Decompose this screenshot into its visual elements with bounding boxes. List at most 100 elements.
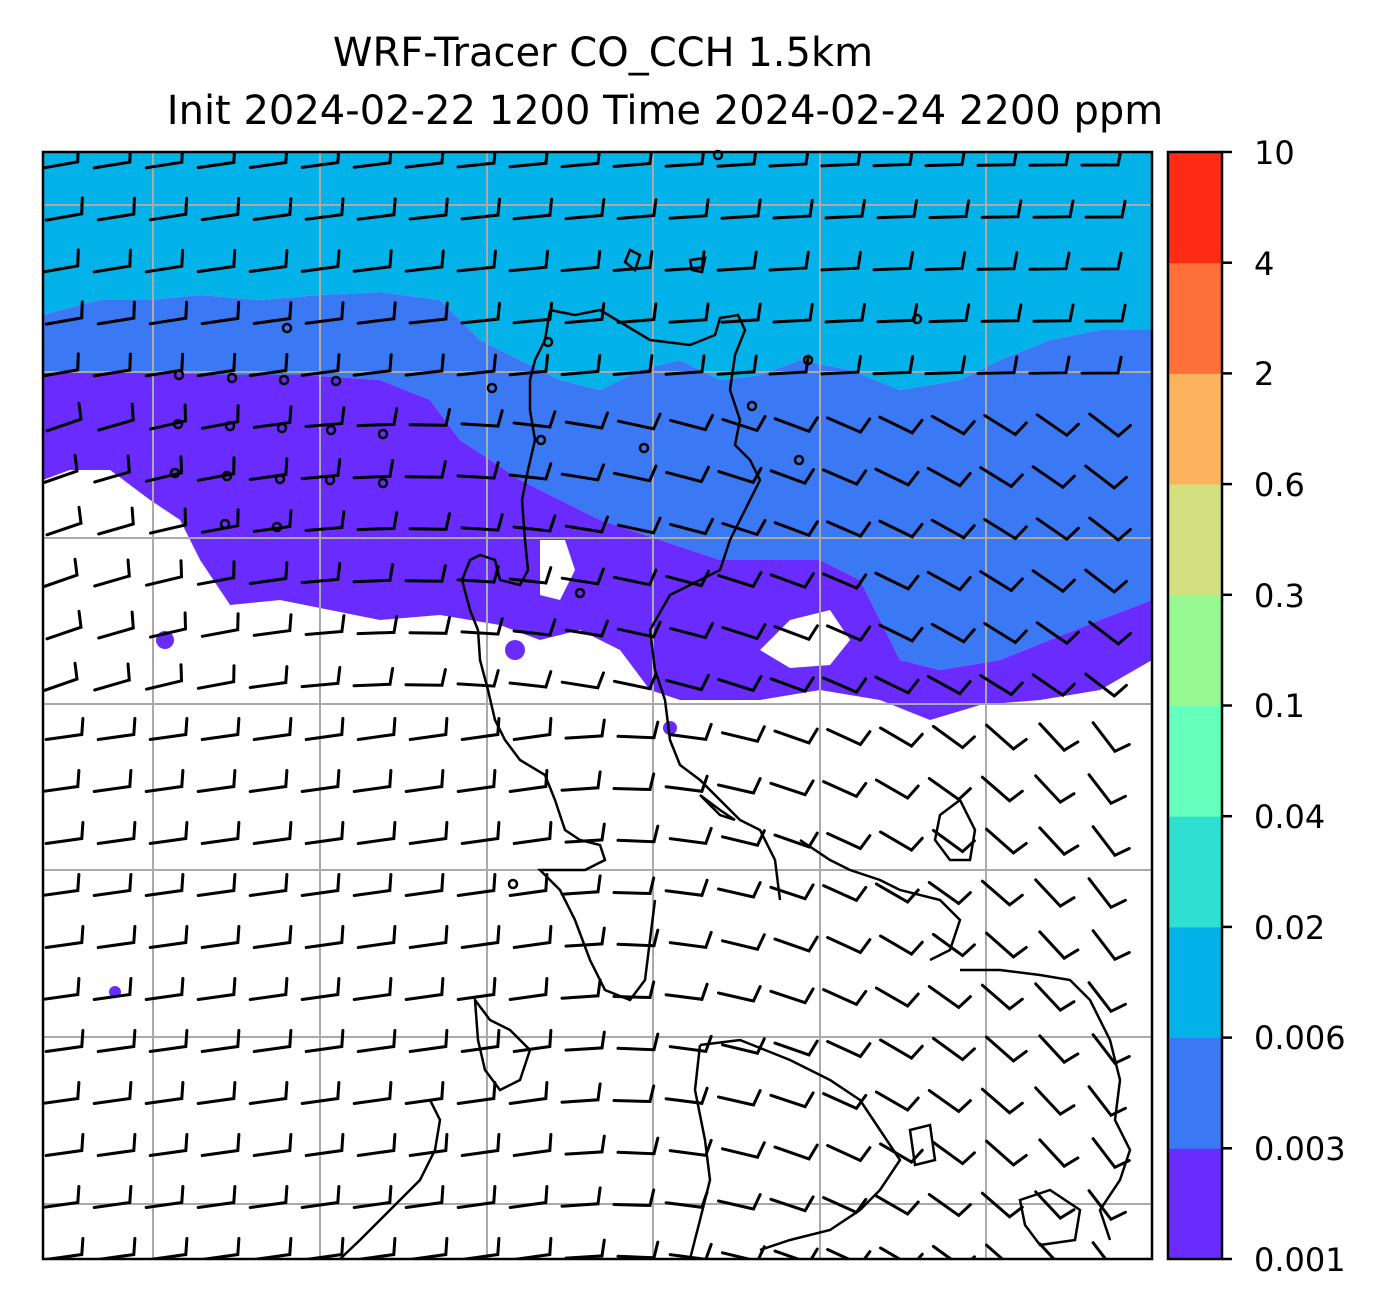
wind-barb (773, 416, 819, 434)
wind-barb (979, 466, 1024, 489)
wind-barb (669, 517, 715, 536)
wind-barb (144, 248, 185, 274)
wind-barb (44, 925, 85, 949)
wind-barb (976, 355, 1019, 375)
wind-barb (1031, 569, 1076, 594)
wind-barb (196, 769, 237, 793)
wind-barb (564, 1238, 606, 1259)
wind-barb (879, 1142, 924, 1165)
wind-barb (612, 1188, 656, 1208)
wind-barb (979, 570, 1024, 593)
wind-barb (1091, 1137, 1131, 1170)
wind-barb (304, 717, 345, 741)
wind-barb (930, 414, 976, 436)
wind-barb (408, 301, 449, 325)
wind-barb (717, 1089, 762, 1107)
wind-barb (560, 978, 602, 1000)
wind-barb (196, 664, 236, 690)
wind-barb (1038, 722, 1080, 753)
wind-barb (200, 300, 241, 326)
wind-barb (560, 1186, 602, 1208)
wind-barb (92, 769, 133, 793)
wind-barb (144, 152, 184, 170)
wind-barb (1035, 517, 1080, 542)
wind-barb (512, 197, 554, 221)
wind-barb (980, 1191, 1024, 1219)
wind-barb (976, 152, 1018, 167)
wind-barb (97, 506, 135, 536)
wind-barb (96, 925, 137, 949)
wind-barb (926, 674, 972, 696)
wind-barb (456, 461, 500, 480)
wind-barb (43, 1185, 81, 1209)
colorbar-tick-label-3: 0.02 (1254, 909, 1326, 947)
wind-barb (874, 467, 920, 487)
wind-barb (768, 152, 810, 168)
wind-barb (352, 1185, 393, 1209)
wind-barb (200, 1029, 241, 1053)
wind-barb (408, 821, 449, 845)
wind-barb (980, 1087, 1024, 1115)
wind-barb (300, 562, 342, 585)
colorbar-blocks (1168, 152, 1222, 1260)
wind-barb (352, 873, 393, 897)
wind-barb (300, 1185, 341, 1209)
wind-barb (826, 1040, 872, 1059)
colorbar-tick-label-7: 0.6 (1254, 466, 1305, 504)
wind-barb (668, 302, 710, 324)
wind-barb (352, 1081, 393, 1105)
wind-barb (304, 1133, 345, 1157)
wind-barb (148, 1133, 189, 1157)
wind-barb (717, 777, 762, 795)
wind-barb (768, 250, 810, 272)
wind-barb (872, 152, 914, 168)
wind-barb (196, 560, 236, 586)
wind-barb (820, 152, 862, 168)
wind-barb (356, 1133, 397, 1157)
wind-barb (985, 723, 1028, 751)
wind-barb (456, 565, 500, 584)
wind-barb (508, 249, 550, 273)
wind-barb (512, 1133, 553, 1157)
wind-barb (456, 249, 497, 273)
wind-barb (404, 668, 447, 687)
colorbar-tick-label-10: 10 (1254, 134, 1295, 172)
wind-barb (721, 415, 767, 433)
wind-barb (508, 566, 553, 585)
wind-barb (300, 769, 341, 793)
wind-barb (927, 1089, 972, 1114)
wind-barb (664, 354, 706, 376)
wind-barb (356, 821, 397, 845)
wind-barb (356, 615, 399, 636)
wind-barb (1088, 516, 1132, 542)
wind-barb (356, 511, 399, 532)
calm-wind-markers (169, 149, 923, 890)
wind-barb (821, 572, 868, 590)
wind-barb (149, 611, 188, 639)
wind-barb (408, 512, 451, 531)
wind-barb (1087, 981, 1127, 1014)
wind-barb (564, 1134, 606, 1156)
wind-barb (148, 300, 189, 326)
wind-barb (668, 1242, 713, 1259)
wind-barb (927, 1193, 972, 1218)
wind-barb (304, 301, 345, 325)
wind-barb (148, 1029, 189, 1053)
chart-title-line1: WRF-Tracer CO_CCH 1.5km (332, 30, 874, 76)
wind-barb (404, 769, 445, 793)
wind-barb (564, 411, 609, 430)
wind-barb (508, 977, 549, 1001)
wind-barb (560, 770, 602, 792)
wind-barb (721, 725, 766, 743)
wind-barb (826, 520, 872, 538)
wind-barb (200, 508, 240, 534)
wind-barb (352, 769, 393, 793)
wind-barb (456, 669, 500, 688)
wind-barb (252, 301, 293, 325)
wind-barb (200, 196, 241, 222)
wind-barb (1084, 464, 1128, 490)
wind-barb (665, 465, 710, 484)
wind-barb (616, 1136, 660, 1156)
wind-barb (92, 1185, 133, 1209)
wind-barb (826, 416, 872, 434)
